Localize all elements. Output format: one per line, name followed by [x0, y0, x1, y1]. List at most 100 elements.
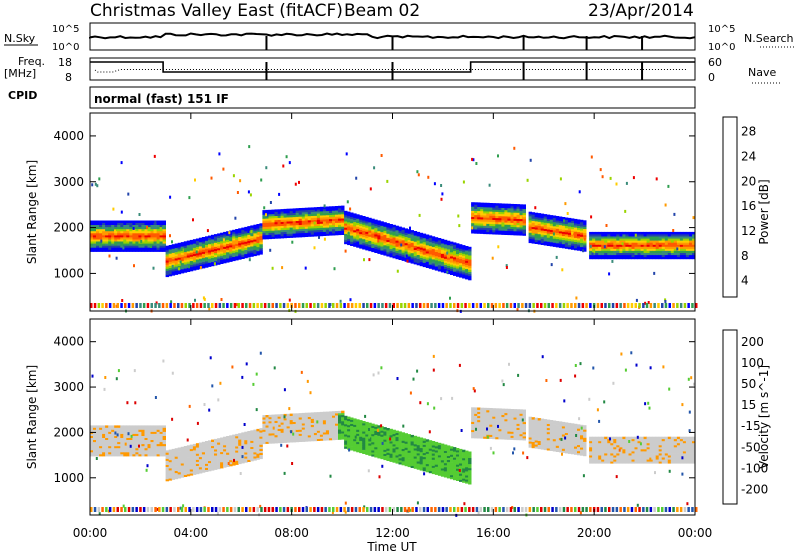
heatmap-cell	[389, 224, 393, 227]
heatmap-cell	[540, 230, 545, 233]
heatmap-cell	[413, 466, 418, 469]
heatmap-cell	[138, 241, 142, 244]
heatmap-cell	[235, 237, 239, 240]
heatmap-cell	[268, 423, 272, 426]
heatmap-cell	[171, 258, 176, 262]
heatmap-cell	[341, 416, 345, 420]
heatmap-cell	[111, 449, 115, 453]
heatmap-cell	[280, 416, 284, 419]
heatmap-cell	[99, 435, 103, 438]
heatmap-cell	[507, 218, 511, 221]
heatmap-cell	[229, 439, 233, 442]
heatmap-cell	[198, 450, 203, 453]
heatmap-cell	[658, 238, 663, 241]
heatmap-cell	[207, 303, 210, 308]
heatmap-cell	[392, 442, 396, 445]
heatmap-cell	[305, 303, 308, 308]
heatmap-cell	[277, 440, 281, 444]
heatmap-cell	[192, 259, 197, 263]
heatmap-cell	[468, 267, 472, 270]
heatmap-cell	[383, 431, 387, 434]
heatmap-cell	[241, 256, 245, 259]
heatmap-cell	[386, 440, 390, 443]
heatmap-cell	[90, 230, 94, 234]
heatmap-cell	[96, 222, 100, 225]
heatmap-cell	[437, 256, 442, 260]
heatmap-cell	[386, 243, 390, 247]
heatmap-cell	[102, 429, 106, 432]
heatmap-cell	[359, 434, 363, 437]
heatmap-cell	[628, 231, 632, 235]
heatmap-cell	[274, 236, 278, 239]
heatmap-cell	[655, 256, 660, 260]
heatmap-cell	[616, 244, 620, 247]
heatmap-cell	[99, 237, 103, 240]
heatmap-cell	[419, 460, 424, 463]
heatmap-cell	[183, 247, 188, 250]
heatmap-cell	[501, 211, 505, 215]
heatmap-cell	[537, 229, 542, 233]
heatmap-cell	[147, 439, 151, 443]
heatmap-cell	[380, 426, 384, 429]
heatmap-cell	[105, 237, 109, 240]
heatmap-cell	[301, 220, 306, 223]
heatmap-cell	[310, 215, 315, 219]
heatmap-cell	[295, 218, 300, 221]
heatmap-cell	[401, 456, 405, 460]
heatmap-cell	[195, 263, 200, 266]
heatmap-cell	[286, 438, 290, 441]
heatmap-cell	[156, 220, 160, 223]
power-panel-frame	[89, 112, 696, 312]
heatmap-cell	[253, 433, 257, 437]
heatmap-cell	[404, 228, 408, 231]
heatmap-cell	[516, 212, 520, 215]
heatmap-cell	[238, 232, 242, 235]
heatmap-cell	[453, 263, 457, 266]
heatmap-cell	[441, 192, 444, 196]
heatmap-cell	[147, 249, 151, 252]
heatmap-cell	[377, 435, 381, 438]
heatmap-cell	[504, 216, 508, 219]
heatmap-cell	[220, 257, 224, 260]
heatmap-cell	[679, 234, 684, 237]
heatmap-cell	[622, 231, 626, 235]
heatmap-cell	[199, 266, 202, 270]
heatmap-cell	[220, 238, 224, 242]
heatmap-cell	[168, 474, 173, 477]
heatmap-cell	[540, 240, 545, 243]
heatmap-cell	[123, 247, 127, 250]
heatmap-cell	[564, 238, 569, 241]
heatmap-cell	[443, 243, 448, 247]
heatmap-cell	[268, 431, 272, 434]
heatmap-cell	[404, 457, 408, 461]
heatmap-cell	[347, 219, 351, 223]
heatmap-cell	[434, 268, 439, 271]
heatmap-cell	[129, 234, 133, 238]
heatmap-cell	[605, 224, 608, 227]
heatmap-cell	[670, 248, 675, 251]
heatmap-cell	[489, 217, 493, 220]
heatmap-cell	[434, 264, 439, 267]
heatmap-cell	[277, 234, 281, 237]
heatmap-cell	[380, 229, 384, 233]
heatmap-cell	[186, 473, 191, 477]
heatmap-cell	[465, 252, 469, 255]
heatmap-cell	[177, 244, 182, 248]
heatmap-cell	[267, 303, 271, 308]
heatmap-cell	[247, 248, 251, 252]
heatmap-cell	[259, 229, 263, 232]
heatmap-cell	[335, 413, 339, 416]
heatmap-cell	[228, 231, 231, 235]
heatmap-cell	[682, 246, 687, 249]
heatmap-cell	[646, 256, 650, 260]
heatmap-cell	[319, 221, 324, 224]
heatmap-cell	[628, 236, 632, 239]
heatmap-cell	[241, 240, 245, 243]
heatmap-cell	[480, 214, 484, 218]
heatmap-cell	[407, 440, 411, 443]
heatmap-cell	[114, 243, 118, 246]
heatmap-cell	[292, 415, 297, 418]
heatmap-cell	[144, 220, 148, 223]
heatmap-cell	[241, 461, 245, 464]
heatmap-cell	[135, 439, 139, 443]
